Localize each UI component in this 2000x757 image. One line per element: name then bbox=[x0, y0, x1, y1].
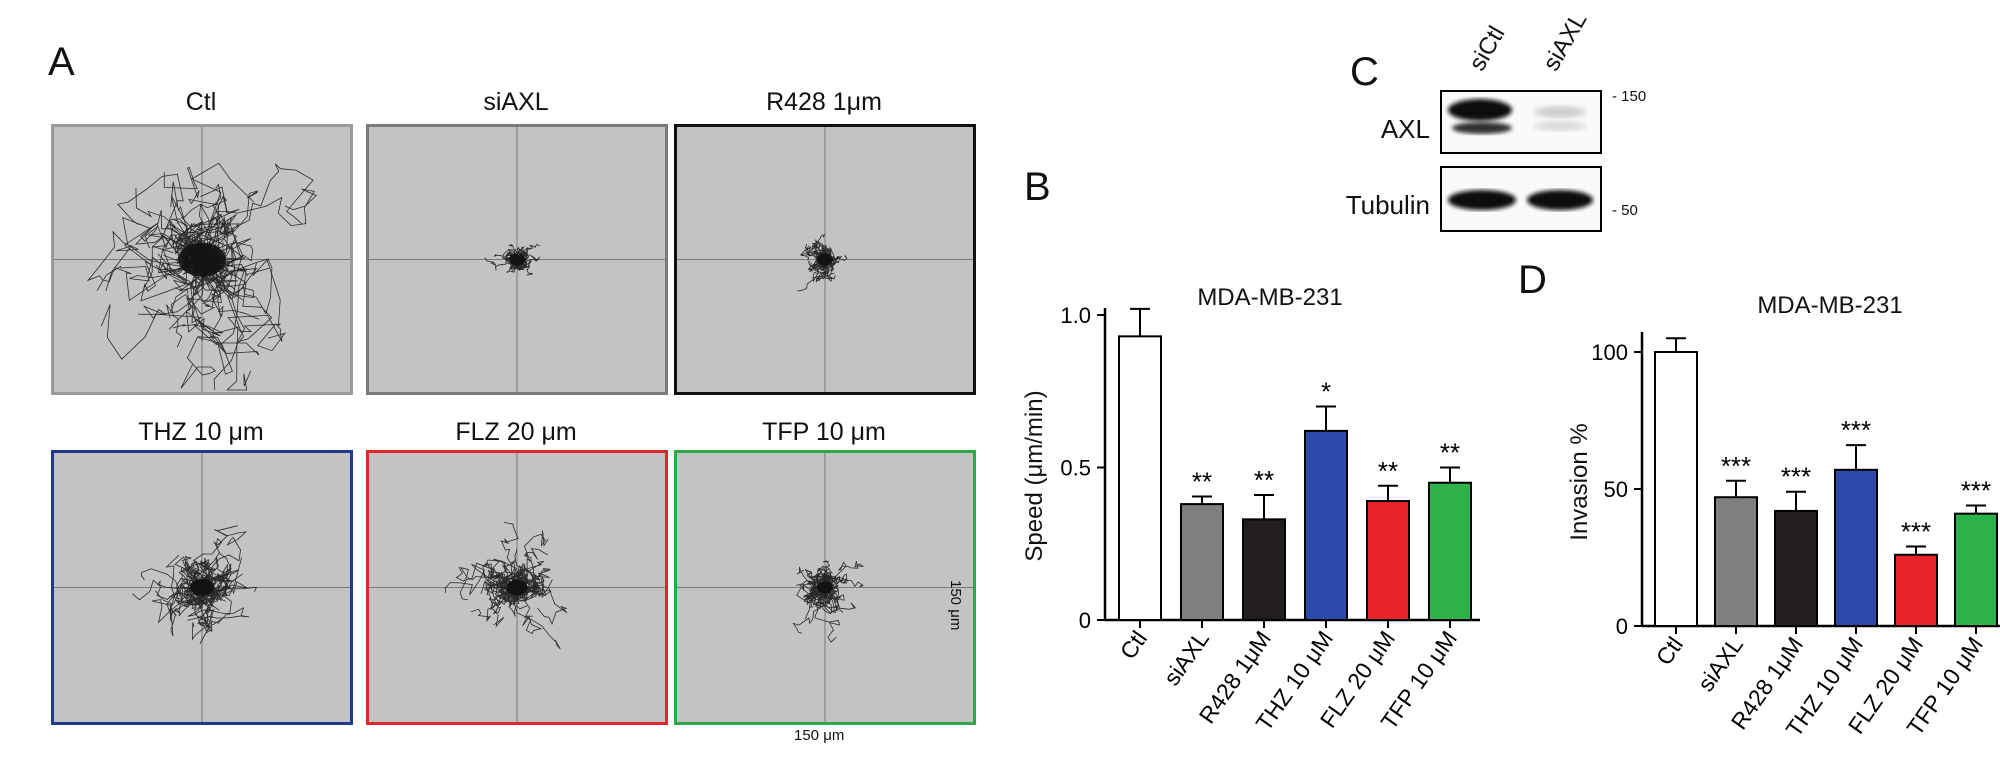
blot-row-tubulin: Tubulin bbox=[1345, 190, 1430, 220]
blot-lane-sictl: siCtl bbox=[1463, 21, 1511, 76]
significance-label: *** bbox=[1961, 475, 1991, 505]
track-plot-siaxl bbox=[366, 124, 668, 395]
bar-thz-10-m bbox=[1834, 468, 1878, 627]
panel-label-b: B bbox=[1024, 165, 1051, 209]
track-svg bbox=[54, 453, 350, 722]
track-title-flz: FLZ 20 μm bbox=[455, 418, 577, 446]
track-core bbox=[817, 253, 833, 266]
y-tick-label: 50 bbox=[1604, 477, 1628, 502]
track-core bbox=[190, 579, 214, 596]
mw-marker-50: - 50 bbox=[1612, 202, 1638, 219]
blot-axl-membrane bbox=[1440, 90, 1602, 154]
bar-siaxl bbox=[1180, 503, 1224, 622]
track-lines bbox=[792, 560, 865, 643]
track-svg bbox=[677, 453, 973, 722]
chart-d-title: MDA-MB-231 bbox=[1757, 292, 1903, 319]
blot-tubulin-membrane bbox=[1440, 166, 1602, 232]
track-lines bbox=[444, 522, 568, 650]
y-tick-label: 0 bbox=[1616, 614, 1628, 639]
scale-bar-y-label: 150 μm bbox=[947, 580, 964, 631]
significance-label: *** bbox=[1721, 451, 1751, 481]
x-tick-label: Ctl bbox=[1115, 626, 1152, 664]
mw-marker-150: - 150 bbox=[1612, 88, 1647, 105]
track-plot-tfp bbox=[674, 450, 976, 725]
bar-flz-20-m bbox=[1366, 500, 1410, 621]
panel-label-d: D bbox=[1518, 258, 1547, 302]
track-plot-r428 bbox=[674, 124, 976, 395]
track-title-thz: THZ 10 μm bbox=[138, 418, 264, 446]
y-tick-label: 1.0 bbox=[1060, 303, 1091, 328]
scale-bar-x-label: 150 μm bbox=[794, 727, 845, 744]
track-core bbox=[817, 581, 833, 594]
y-tick-label: 0 bbox=[1079, 608, 1091, 633]
track-core bbox=[506, 579, 528, 596]
bar-tfp-10-m bbox=[1954, 512, 1998, 627]
significance-label: *** bbox=[1781, 462, 1811, 492]
panel-label-a: A bbox=[48, 40, 75, 84]
track-svg bbox=[677, 127, 973, 392]
track-core bbox=[509, 253, 525, 266]
bar-ctl bbox=[1118, 335, 1162, 621]
significance-label: ** bbox=[1378, 456, 1398, 486]
x-tick-label: Ctl bbox=[1651, 632, 1688, 670]
bar-tfp-10-m bbox=[1428, 481, 1472, 621]
bar-r428-1-m bbox=[1774, 509, 1818, 627]
significance-label: ** bbox=[1192, 466, 1212, 496]
track-plot-ctl bbox=[51, 124, 353, 395]
track-core bbox=[178, 242, 226, 277]
significance-label: * bbox=[1321, 377, 1331, 407]
track-plot-flz bbox=[366, 450, 668, 725]
significance-label: *** bbox=[1841, 415, 1871, 445]
y-tick-label: 0.5 bbox=[1060, 456, 1091, 481]
track-title-ctl: Ctl bbox=[185, 88, 217, 116]
track-svg bbox=[54, 127, 350, 392]
blot-lane-siaxl: siAXL bbox=[1537, 7, 1593, 76]
y-tick-label: 100 bbox=[1591, 340, 1628, 365]
significance-label: ** bbox=[1254, 465, 1274, 495]
track-svg bbox=[369, 127, 665, 392]
bar-ctl bbox=[1654, 351, 1698, 627]
bar-r428-1-m bbox=[1242, 518, 1286, 622]
chart-b-title: MDA-MB-231 bbox=[1197, 284, 1343, 311]
track-title-tfp: TFP 10 μm bbox=[762, 418, 886, 446]
significance-label: *** bbox=[1901, 517, 1931, 547]
x-tick-label: siAXL bbox=[1692, 632, 1748, 696]
track-title-r428: R428 1μm bbox=[766, 88, 882, 116]
bar-siaxl bbox=[1714, 496, 1758, 627]
significance-label: ** bbox=[1440, 438, 1460, 468]
x-tick-label: siAXL bbox=[1158, 626, 1214, 690]
blot-row-axl: AXL bbox=[1380, 114, 1430, 144]
bar-thz-10-m bbox=[1304, 429, 1348, 621]
track-plot-thz bbox=[51, 450, 353, 725]
track-title-siaxl: siAXL bbox=[483, 88, 549, 116]
track-svg bbox=[369, 453, 665, 722]
bar-flz-20-m bbox=[1894, 553, 1938, 627]
panel-label-c: C bbox=[1350, 50, 1379, 94]
